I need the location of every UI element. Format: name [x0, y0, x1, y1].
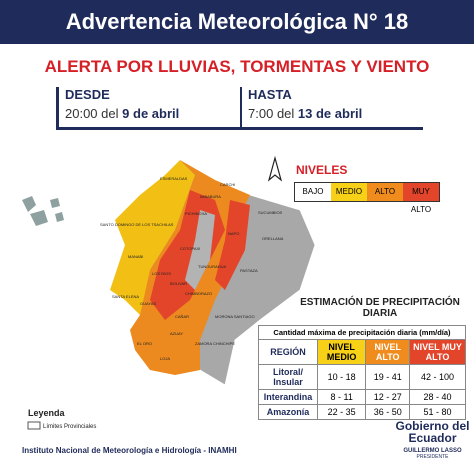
- province: LOJA: [160, 356, 170, 361]
- zone-very-high: [215, 200, 250, 290]
- logo-text: Gobierno del Ecuador: [395, 419, 470, 445]
- time: 7:00: [248, 106, 274, 121]
- date-range: DESDE 20:00 del 9 de abril HASTA 7:00 de…: [56, 87, 423, 130]
- province: NAPO: [228, 231, 239, 236]
- province: GUAYAS: [140, 301, 156, 306]
- province: CHIMBORAZO: [185, 291, 212, 296]
- cell: 36 - 50: [365, 404, 411, 420]
- date: 13 de abril: [297, 106, 363, 121]
- cell: Interandina: [258, 389, 318, 405]
- table-caption: Cantidad máxima de precipitación diaria …: [258, 325, 466, 340]
- province: ESMERALDAS: [160, 176, 188, 181]
- province: SANTO DOMINGO DE LOS TSACHILAS: [100, 222, 174, 227]
- province: LOS RIOS: [152, 271, 171, 276]
- from-label: DESDE: [65, 87, 110, 102]
- level: MUY ALTO: [403, 183, 439, 214]
- province: COTOPAXI: [180, 246, 200, 251]
- cell: Amazonía: [258, 404, 318, 420]
- province: TUNGURAHUA: [198, 264, 227, 269]
- word: del: [276, 106, 295, 121]
- header-cell: REGIÓN: [258, 339, 318, 365]
- cell: 22 - 35: [316, 404, 367, 420]
- province: BOLIVAR: [170, 281, 187, 286]
- province: EL ORO: [137, 341, 152, 346]
- compass: [267, 155, 283, 182]
- province: PICHINCHA: [185, 211, 207, 216]
- table: Cantidad máxima de precipitación diaria …: [258, 325, 466, 420]
- island: [22, 196, 36, 212]
- to-label: HASTA: [248, 87, 292, 102]
- province: PASTAZA: [240, 268, 258, 273]
- province: MANABI: [128, 254, 143, 259]
- legend-item: Límites Provinciales: [43, 424, 96, 430]
- island: [30, 210, 48, 226]
- institute: Instituto Nacional de Meteorología e Hid…: [22, 446, 237, 455]
- cell: 19 - 41: [365, 364, 411, 390]
- level: MEDIO: [331, 183, 367, 201]
- president: GUILLERMO LASSO: [403, 448, 462, 454]
- province: ORELLANA: [262, 236, 284, 241]
- date: 9 de abril: [122, 106, 180, 121]
- province: MORONA SANTIAGO: [215, 314, 255, 319]
- province: AZUAY: [170, 331, 183, 336]
- cell: 42 - 100: [409, 364, 466, 390]
- island: [50, 198, 60, 208]
- level: ALTO: [367, 183, 403, 201]
- cell: 51 - 80: [409, 404, 466, 420]
- from: DESDE 20:00 del 9 de abril: [59, 87, 242, 127]
- legend-swatch: [27, 421, 41, 430]
- role: PRESIDENTE: [416, 454, 449, 460]
- cell: Litoral/ Insular: [258, 364, 318, 390]
- province: CAÑAR: [175, 314, 189, 319]
- zone-low: [185, 210, 215, 290]
- island: [55, 212, 64, 222]
- levels-title: NIVELES: [296, 163, 348, 177]
- header-cell: NIVEL MEDIO: [316, 339, 367, 365]
- header-cell: NIVEL ALTO: [365, 339, 411, 365]
- province: SUCUMBIOS: [258, 210, 283, 215]
- table-title: ESTIMACIÓN DE PRECIPITACIÓN DIARIA: [300, 297, 460, 319]
- levels: BAJO MEDIO ALTO MUY ALTO: [294, 182, 440, 214]
- province: CARCHI: [220, 182, 235, 187]
- time: 20:00: [65, 106, 98, 121]
- cell: 12 - 27: [365, 389, 411, 405]
- to: HASTA 7:00 del 13 de abril: [242, 87, 423, 127]
- level: BAJO: [295, 183, 331, 201]
- cell: 8 - 11: [316, 389, 367, 405]
- province: IMBABURA: [200, 194, 221, 199]
- word: del: [101, 106, 119, 121]
- cell: 10 - 18: [316, 364, 367, 390]
- zone-medium: [110, 160, 195, 320]
- from-value: 20:00 del 9 de abril: [65, 106, 240, 121]
- province: ZAMORA CHINCHIPE: [195, 341, 235, 346]
- cell: 28 - 40: [409, 389, 466, 405]
- province: SANTA ELENA: [112, 294, 139, 299]
- header-cell: NIVEL MUY ALTO: [409, 339, 466, 365]
- logo: Gobierno del Ecuador GUILLERMO LASSO PRE…: [395, 420, 470, 460]
- legend-title: Leyenda: [28, 408, 66, 418]
- to-value: 7:00 del 13 de abril: [248, 106, 423, 121]
- alert-title: ALERTA POR LLUVIAS, TORMENTAS Y VIENTO: [44, 57, 430, 76]
- header-title: Advertencia Meteorológica N° 18: [0, 0, 474, 44]
